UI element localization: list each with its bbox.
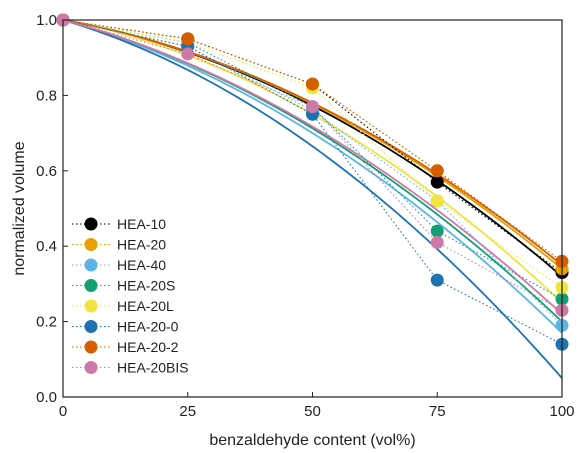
y-tick-label: 1.0 bbox=[36, 12, 57, 29]
data-point bbox=[430, 235, 444, 249]
legend-marker bbox=[84, 340, 98, 354]
legend-label: HEA-20-0 bbox=[117, 319, 179, 335]
data-point bbox=[430, 194, 444, 208]
legend-marker bbox=[84, 258, 98, 272]
fit-curve bbox=[62, 19, 563, 323]
legend-label: HEA-20 bbox=[117, 237, 166, 253]
x-tick-label: 50 bbox=[304, 403, 321, 420]
y-tick-label: 0.8 bbox=[36, 87, 57, 104]
legend-marker bbox=[84, 320, 98, 333]
legend: HEA-10 HEA-20 HEA-40 HEA-20S HEA-20L HEA-20-0… bbox=[72, 216, 189, 376]
legend-label: HEA-10 bbox=[117, 216, 166, 232]
x-axis-label: benzaldehyde content (vol%) bbox=[209, 432, 415, 449]
x-tick-label: 25 bbox=[179, 403, 196, 420]
legend-label: HEA-20-2 bbox=[117, 339, 179, 355]
x-tick-label: 100 bbox=[549, 403, 574, 420]
series-connector bbox=[62, 19, 563, 345]
legend-label: HEA-20BIS bbox=[117, 360, 189, 376]
data-point bbox=[430, 273, 444, 287]
data-point bbox=[430, 224, 444, 238]
fit-curve bbox=[62, 19, 563, 379]
data-point bbox=[306, 77, 319, 91]
legend-label: HEA-20S bbox=[117, 278, 175, 294]
y-tick-label: 0.4 bbox=[36, 238, 57, 255]
series-connector bbox=[62, 19, 563, 289]
data-point bbox=[306, 100, 319, 114]
data-point bbox=[430, 175, 444, 189]
y-axis-label: normalized volume bbox=[11, 141, 28, 275]
y-tick-label: 0.2 bbox=[36, 314, 57, 331]
legend-marker bbox=[84, 279, 98, 292]
x-tick-label: 75 bbox=[429, 403, 446, 420]
data-point bbox=[430, 164, 444, 178]
legend-marker bbox=[84, 361, 98, 374]
legend-marker bbox=[84, 217, 98, 231]
legend-label: HEA-40 bbox=[117, 257, 166, 273]
x-tick-label: 0 bbox=[59, 403, 67, 420]
legend-label: HEA-20L bbox=[117, 298, 174, 314]
connector-lines bbox=[62, 19, 563, 345]
y-tick-label: 0.6 bbox=[36, 163, 57, 180]
axis-ticks: 0 25 50 75 100 0.0 0.2 0.4 0.6 0.8 1.0 bbox=[36, 12, 574, 420]
fit-curve bbox=[62, 19, 563, 334]
series-connector bbox=[62, 19, 563, 262]
y-tick-label: 0.0 bbox=[36, 389, 57, 406]
legend-marker bbox=[84, 299, 98, 313]
data-point bbox=[181, 47, 195, 61]
data-point bbox=[181, 32, 195, 46]
data-points bbox=[56, 13, 569, 351]
legend-marker bbox=[84, 238, 98, 251]
